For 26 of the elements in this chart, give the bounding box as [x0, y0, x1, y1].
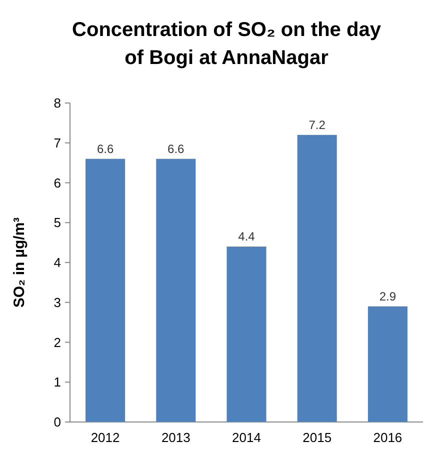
bar	[86, 158, 126, 422]
bar	[226, 246, 266, 422]
chart-title: Concentration of SO₂ on the day of Bogi at AnnaNagar	[72, 19, 382, 69]
y-tick-label: 1	[54, 374, 61, 390]
data-label: 2.9	[379, 289, 396, 304]
y-axis-title: SO₂ in µg/m³	[11, 217, 28, 308]
y-tick-label: 0	[54, 414, 61, 430]
y-tick-label: 5	[54, 215, 61, 230]
x-tick-label: 2012	[90, 430, 120, 445]
data-label: 4.4	[238, 230, 256, 244]
y-tick-label: 2	[54, 334, 61, 350]
bar	[297, 134, 337, 422]
x-tick-label: 2016	[373, 430, 402, 445]
y-tick-label: 3	[54, 294, 61, 310]
y-tick-label: 7	[54, 135, 61, 150]
bar	[368, 306, 408, 422]
y-tick-label: 4	[54, 255, 61, 270]
data-label: 6.6	[96, 142, 114, 156]
x-tick-label: 2015	[302, 430, 332, 445]
y-tick-label: 6	[54, 175, 61, 190]
x-tick-label: 2013	[161, 430, 190, 445]
y-tick-label: 8	[54, 96, 61, 111]
data-label: 7.2	[308, 118, 326, 132]
bar	[156, 158, 196, 422]
x-tick-label: 2014	[232, 430, 261, 445]
data-label: 6.6	[168, 142, 185, 156]
